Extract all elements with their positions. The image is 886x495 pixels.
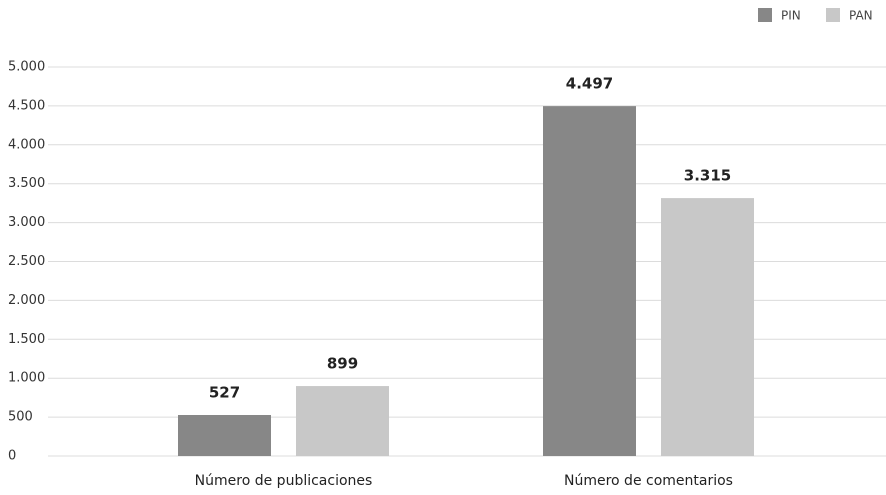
legend-label: PAN xyxy=(849,9,873,23)
value-label: 899 xyxy=(327,355,358,373)
value-label: 527 xyxy=(209,383,240,401)
y-tick-label: 4.500 xyxy=(8,98,45,113)
y-tick-label: 1.000 xyxy=(8,371,45,386)
y-tick-label: 0 xyxy=(8,449,16,464)
value-label: 3.315 xyxy=(684,167,731,185)
value-label: 4.497 xyxy=(566,75,613,93)
bar xyxy=(543,106,636,457)
y-tick-label: 1.500 xyxy=(8,332,45,347)
y-tick-label: 500 xyxy=(8,410,33,425)
bar xyxy=(178,414,271,456)
bar xyxy=(296,386,389,456)
y-tick-label: 2.500 xyxy=(8,254,45,269)
y-tick-label: 4.000 xyxy=(8,137,45,152)
legend-swatch xyxy=(826,8,840,22)
x-tick-label: Número de publicaciones xyxy=(195,473,373,489)
y-tick-label: 3.000 xyxy=(8,215,45,230)
legend-label: PIN xyxy=(781,9,801,23)
x-tick-label: Número de comentarios xyxy=(564,473,733,489)
legend-swatch xyxy=(758,8,772,22)
y-tick-label: 5.000 xyxy=(8,60,45,75)
bar xyxy=(661,198,754,456)
y-tick-label: 2.000 xyxy=(8,293,45,308)
y-tick-label: 3.500 xyxy=(8,176,45,191)
